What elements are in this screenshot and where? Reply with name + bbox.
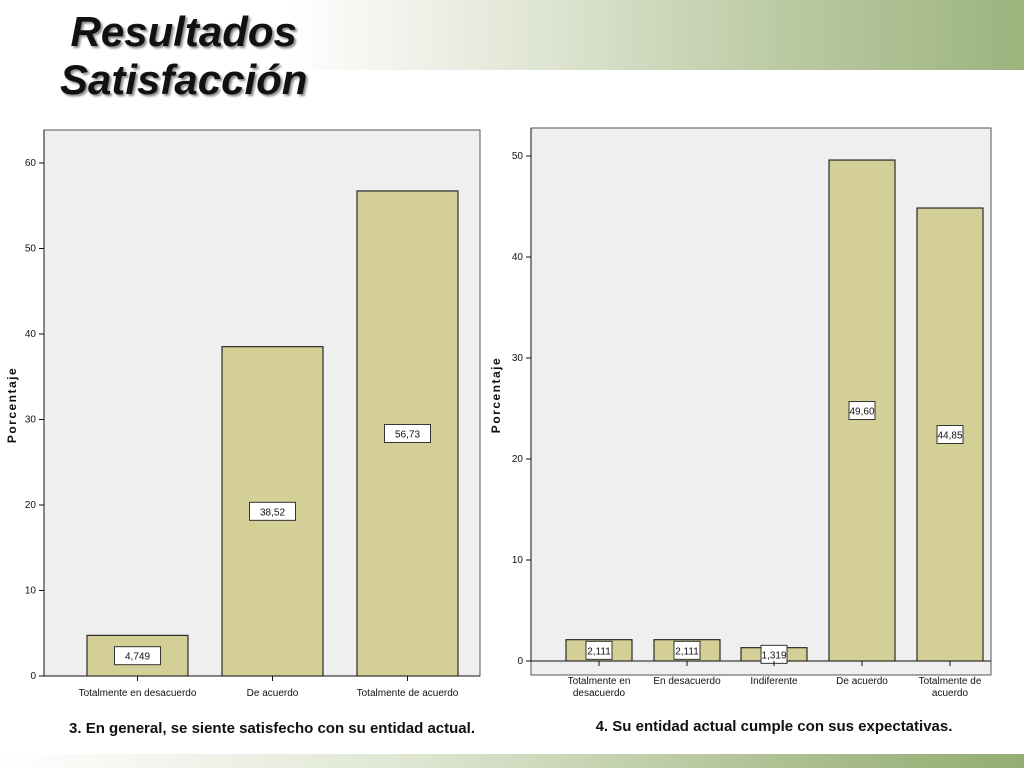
y-tick-label: 0 xyxy=(517,656,523,667)
y-tick-label: 30 xyxy=(25,415,37,426)
data-label-box xyxy=(673,640,701,660)
category-label: acuerdo xyxy=(932,688,969,699)
y-tick-label: 10 xyxy=(512,555,524,566)
category-label: De acuerdo xyxy=(836,676,888,687)
category-label: Totalmente en xyxy=(568,676,631,687)
category-label: De acuerdo xyxy=(247,688,299,699)
y-tick-label: 50 xyxy=(25,244,37,255)
y-tick-label: 10 xyxy=(25,586,37,597)
chart-2: 0 10 20 30 40 50 Porcentaje 2,111 Totalmente end… xyxy=(488,118,1000,735)
chart-1: 0 10 20 30 40 50 60 Porcentaje 4,749 Totalmente e… xyxy=(5,128,481,737)
data-label: 44,85 xyxy=(937,431,962,442)
header-gradient-band xyxy=(0,0,1024,70)
data-label-box xyxy=(936,425,964,445)
data-label: 56,73 xyxy=(395,429,420,440)
y-tick-label: 40 xyxy=(512,252,524,263)
footer-gradient-band xyxy=(0,754,1024,768)
y-tick-label: 40 xyxy=(25,329,37,340)
slide-title-line-2: Satisfacción xyxy=(60,56,308,103)
y-tick-label: 30 xyxy=(512,353,524,364)
data-label: 4,749 xyxy=(125,652,150,663)
data-label-box xyxy=(114,646,161,666)
data-label-box xyxy=(249,501,296,521)
category-label: Totalmente de acuerdo xyxy=(357,688,459,699)
data-label: 38,52 xyxy=(260,507,285,518)
y-tick-label: 60 xyxy=(25,158,37,169)
category-label: En desacuerdo xyxy=(653,676,721,687)
data-label-box xyxy=(585,640,613,660)
y-axis-title: Porcentaje xyxy=(5,367,19,443)
data-label-box xyxy=(848,401,876,421)
y-tick-label: 0 xyxy=(30,671,36,682)
y-tick-label: 20 xyxy=(25,500,37,511)
chart-caption: 4. Su entidad actual cumple con sus expe… xyxy=(596,718,953,735)
data-label: 2,111 xyxy=(675,646,699,657)
plot-area xyxy=(530,127,992,676)
chart-caption: 3. En general, se siente satisfecho con … xyxy=(69,720,475,737)
category-label: Totalmente en desacuerdo xyxy=(79,688,197,699)
category-label: Totalmente de xyxy=(919,676,982,687)
y-axis-title: Porcentaje xyxy=(489,357,503,433)
slide-title: Resultados Satisfacción xyxy=(60,8,307,104)
data-label: 49,60 xyxy=(849,407,874,418)
y-tick-label: 50 xyxy=(512,151,524,162)
y-tick-label: 20 xyxy=(512,454,524,465)
category-label: Indiferente xyxy=(750,676,798,687)
data-label: 2,111 xyxy=(587,646,611,657)
data-label-box xyxy=(384,423,431,443)
slide-title-line-1: Resultados xyxy=(70,8,297,55)
data-label: 1,319 xyxy=(761,650,786,661)
category-label: desacuerdo xyxy=(573,688,626,699)
